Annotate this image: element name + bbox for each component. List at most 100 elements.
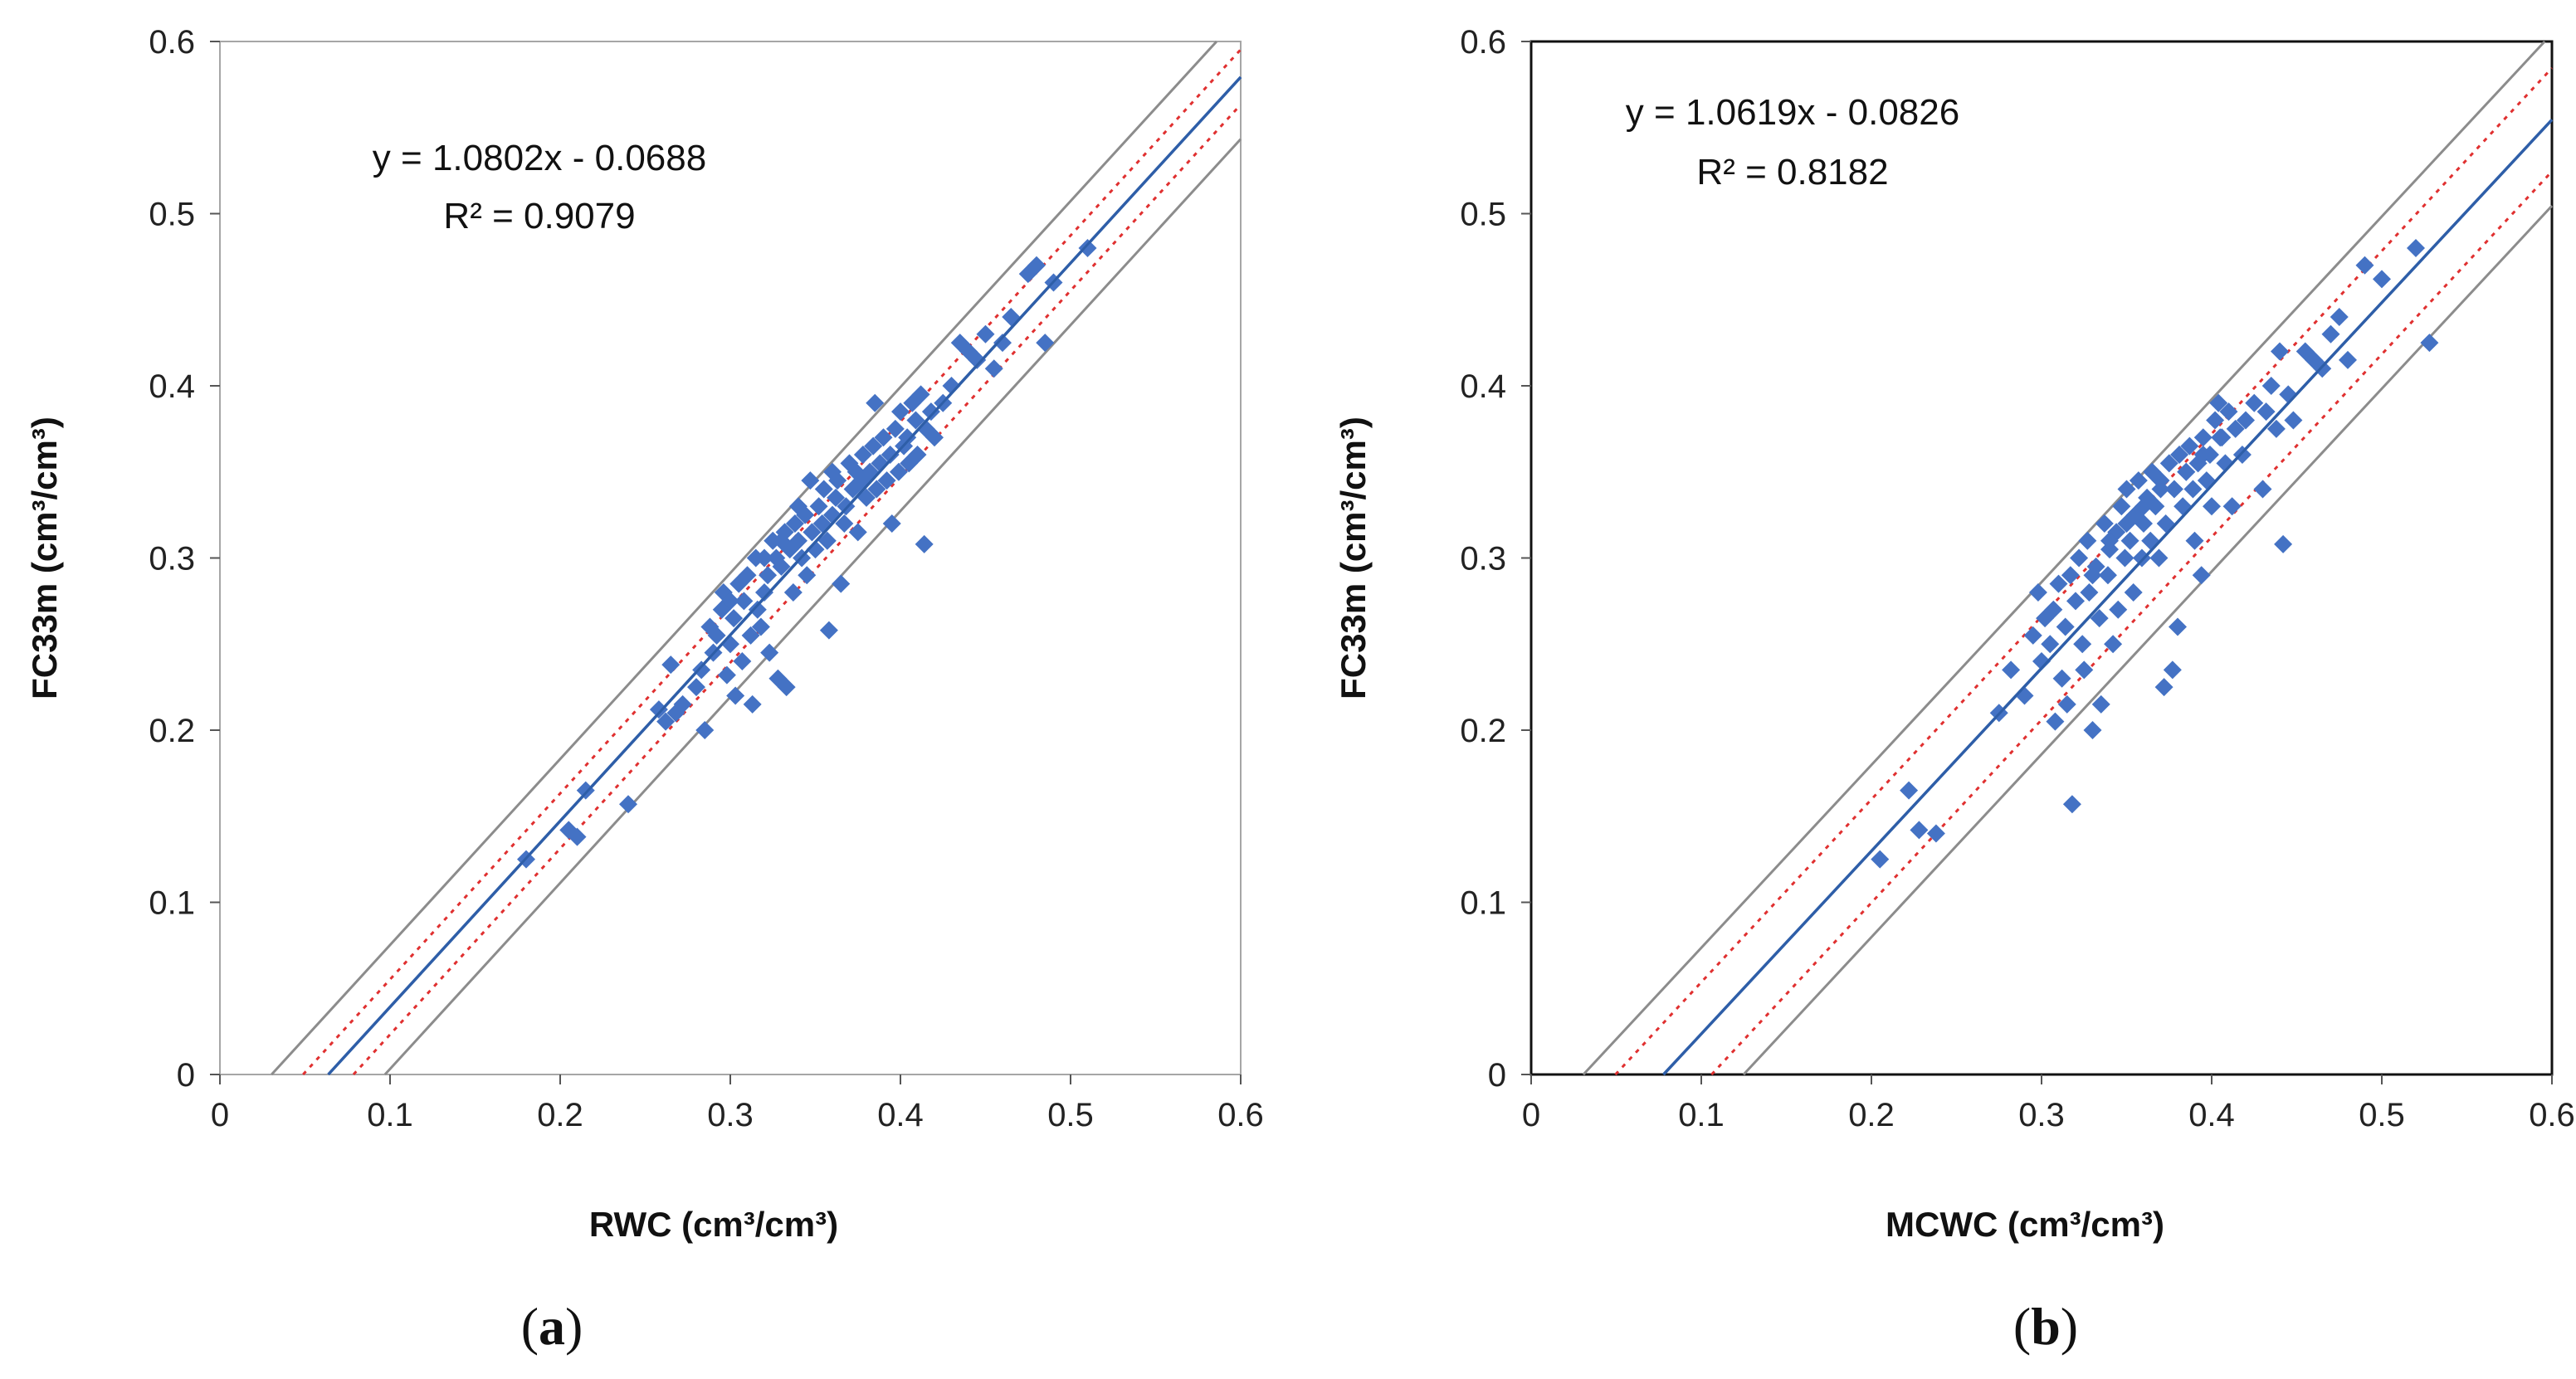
- data-point: [656, 712, 676, 731]
- data-point: [823, 462, 842, 481]
- data-point: [783, 583, 803, 602]
- data-point: [882, 514, 901, 533]
- upper-confidence-line: [1614, 67, 2554, 1076]
- data-point: [717, 665, 736, 685]
- data-point: [968, 350, 987, 369]
- x-tick-label: 0.6: [1217, 1097, 1264, 1133]
- data-point: [857, 488, 876, 507]
- x-tick-label: 0: [211, 1097, 229, 1133]
- data-point: [906, 411, 925, 430]
- data-point: [2193, 446, 2213, 464]
- data-point: [661, 655, 681, 675]
- data-point: [2041, 635, 2060, 654]
- y-tick-label: 0: [1488, 1057, 1506, 1094]
- data-point: [2146, 497, 2165, 516]
- y-axis-label: FC33m (cm³/cm³): [25, 417, 64, 699]
- data-point: [2052, 669, 2071, 688]
- x-axis-label: MCWC (cm³/cm³): [1886, 1205, 2164, 1244]
- data-point: [785, 514, 804, 533]
- data-point: [2355, 256, 2374, 275]
- data-point: [726, 686, 745, 705]
- data-point: [993, 334, 1012, 353]
- data-point: [673, 694, 692, 714]
- data-point: [724, 609, 744, 628]
- data-point: [619, 795, 637, 814]
- data-point: [864, 436, 883, 456]
- data-point: [2256, 402, 2276, 421]
- x-tick-label: 0.6: [2529, 1097, 2575, 1133]
- data-point: [915, 534, 934, 553]
- data-point: [2134, 514, 2153, 533]
- data-point: [2091, 694, 2110, 714]
- data-point: [889, 462, 908, 481]
- data-point: [848, 523, 867, 542]
- y-tick-label: 0.6: [1460, 24, 1506, 61]
- data-point: [2073, 635, 2092, 654]
- y-tick-label: 0.3: [149, 541, 195, 577]
- data-point: [809, 497, 828, 516]
- data-point: [866, 393, 885, 412]
- lower-confidence-line: [1710, 170, 2554, 1076]
- data-point: [2321, 324, 2340, 344]
- y-tick-label: 0: [177, 1057, 195, 1094]
- data-point: [2232, 446, 2252, 464]
- data-point: [2098, 566, 2117, 585]
- y-tick-label: 0.2: [1460, 713, 1506, 749]
- data-point: [874, 428, 893, 447]
- y-tick-label: 0.1: [149, 885, 195, 922]
- data-point: [2002, 660, 2021, 680]
- data-point: [2090, 609, 2109, 628]
- data-point: [2180, 436, 2199, 456]
- data-point: [734, 592, 754, 611]
- data-point: [2117, 480, 2136, 499]
- data-point: [2066, 592, 2085, 611]
- data-point: [755, 583, 773, 602]
- data-point: [976, 324, 995, 344]
- data-point: [755, 548, 773, 568]
- x-tick-label: 0.5: [1047, 1097, 1094, 1133]
- x-tick-label: 0.4: [2188, 1097, 2235, 1133]
- data-point: [2169, 617, 2187, 636]
- data-point: [2124, 583, 2143, 602]
- plot-area-frame: [219, 41, 1242, 1075]
- data-point: [2078, 531, 2097, 550]
- data-point: [877, 471, 896, 490]
- data-point: [2284, 411, 2303, 430]
- data-point: [2206, 411, 2225, 430]
- data-point: [798, 566, 817, 585]
- data-point: [984, 359, 1003, 378]
- data-point: [733, 652, 752, 670]
- data-point: [2237, 411, 2255, 430]
- y-tick-label: 0.4: [149, 368, 195, 405]
- data-point: [1027, 256, 1046, 275]
- data-point: [2132, 548, 2151, 568]
- r-squared-label: R² = 0.8182: [1696, 152, 1888, 192]
- data-point: [2407, 239, 2425, 257]
- x-tick-label: 0.1: [367, 1097, 413, 1133]
- data-point: [2373, 270, 2391, 289]
- data-point: [1078, 239, 1097, 257]
- data-point: [1036, 334, 1055, 353]
- x-tick-label: 0: [1522, 1097, 1540, 1133]
- data-point: [2056, 617, 2075, 636]
- data-point: [789, 531, 807, 550]
- regression-line-overlay: [327, 76, 1242, 1076]
- upper-confidence-line: [302, 48, 1242, 1076]
- data-point: [2266, 419, 2286, 438]
- data-point: [2261, 377, 2281, 395]
- data-point: [921, 402, 940, 421]
- data-point: [2154, 678, 2174, 697]
- upper-prediction-line: [271, 40, 1218, 1076]
- data-point: [2049, 574, 2068, 593]
- data-point: [886, 419, 905, 438]
- data-point: [2185, 531, 2204, 550]
- data-point: [2164, 480, 2183, 499]
- data-point: [2112, 497, 2131, 516]
- data-point: [2219, 402, 2238, 421]
- data-point: [2193, 428, 2213, 447]
- data-point: [2177, 462, 2196, 481]
- data-point: [576, 781, 595, 800]
- data-point: [789, 497, 807, 516]
- data-point: [817, 531, 837, 550]
